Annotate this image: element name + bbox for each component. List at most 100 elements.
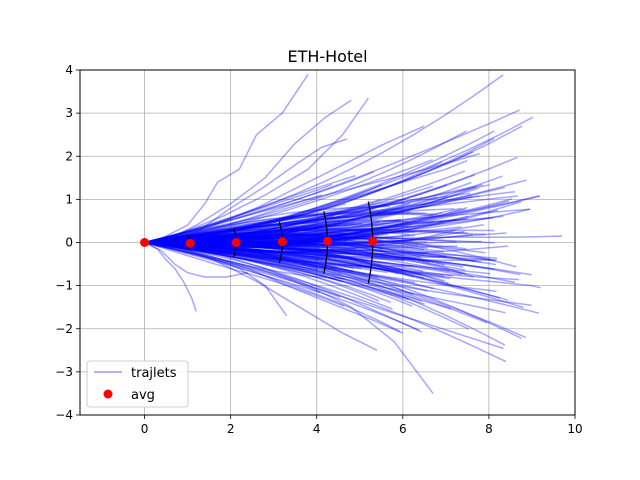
trajlet-line <box>144 241 354 272</box>
trajlet-line <box>144 187 479 244</box>
trajlet-line <box>144 241 386 258</box>
trajlet-line <box>144 240 450 272</box>
x-tick-label: 10 <box>567 422 582 436</box>
trajlet-line <box>144 241 342 276</box>
trajlet-line <box>144 236 342 247</box>
trajlet-line <box>144 241 249 278</box>
trajlet-line <box>144 240 464 268</box>
trajlet-line <box>144 218 468 244</box>
x-tick-label: 4 <box>313 422 321 436</box>
trajlet-line <box>144 241 449 285</box>
trajlet-line <box>144 234 382 244</box>
trajlet-line <box>144 241 288 317</box>
trajlet-line <box>144 241 401 333</box>
trajlet-line <box>144 207 402 244</box>
trajlet-line <box>144 237 474 278</box>
trajlet-line <box>144 210 387 244</box>
trajlet-line <box>144 241 389 274</box>
trajlet-line <box>144 232 428 250</box>
trajlet-line <box>144 224 330 244</box>
trajlet-line <box>144 195 480 244</box>
trajlet-line <box>144 184 483 244</box>
legend: trajlets avg <box>86 360 189 408</box>
trajlet-line <box>144 194 322 244</box>
y-tick-label: 3 <box>65 106 73 120</box>
trajlet-line <box>144 99 352 244</box>
trajlet-line <box>144 237 467 275</box>
trajlet-line <box>144 241 318 269</box>
trajlet-line <box>144 109 521 244</box>
trajlet-line <box>144 241 495 271</box>
trajlet-line <box>144 185 477 244</box>
trajlet-line <box>144 241 452 310</box>
trajlet-line <box>144 241 409 301</box>
trajlet-line <box>144 241 414 267</box>
trajlet-line <box>144 219 400 244</box>
trajlet-line <box>144 208 455 244</box>
trajlet-line <box>144 240 482 248</box>
trajlet-line <box>144 236 373 247</box>
avg-point <box>185 238 195 248</box>
trajlet-line <box>144 230 465 248</box>
trajlet-line <box>144 161 443 244</box>
trajlet-line <box>144 195 518 244</box>
trajlet-line <box>144 195 540 244</box>
trajlet-line <box>144 151 474 244</box>
trajlet-line <box>144 241 519 281</box>
avg-points <box>140 236 378 248</box>
trajlet-line <box>144 212 434 244</box>
avg-point <box>231 238 241 247</box>
trajlet-line <box>144 202 347 244</box>
trajlet-line <box>144 241 425 305</box>
trajlet-line <box>144 241 447 259</box>
y-tick-label: 1 <box>65 192 73 206</box>
trajlet-line <box>144 239 357 250</box>
trajlet-line <box>144 234 457 244</box>
trajlet-line <box>144 241 319 262</box>
x-tick-label: 2 <box>227 422 235 436</box>
trajlet-line <box>144 241 470 330</box>
trajlet-line <box>144 241 343 283</box>
trajlet-line <box>144 208 530 244</box>
trajlet-line <box>144 241 422 276</box>
axis-ticks: 0 2 4 6 8 10 −4 −3 −2 −1 0 1 2 3 4 <box>55 63 582 436</box>
trajlet-line <box>144 233 371 246</box>
trajlet-line <box>144 183 333 244</box>
trajlet-line <box>144 158 433 244</box>
chart-title: ETH-Hotel <box>287 47 367 66</box>
trajlet-line <box>144 195 473 244</box>
trajlet-line <box>144 241 541 289</box>
y-tick-label: −1 <box>55 279 73 293</box>
trajlet-line <box>144 229 368 245</box>
trajlet-line <box>144 241 488 324</box>
trajlet-line <box>144 217 360 244</box>
y-tick-label: −2 <box>55 322 73 336</box>
trajlet-line <box>144 235 348 244</box>
trajlet-line <box>144 74 504 244</box>
trajlet-line <box>144 237 445 266</box>
trajlet-line <box>144 125 425 244</box>
trajlet-line <box>144 125 523 244</box>
trajlet-line <box>144 241 319 249</box>
trajlet-line <box>144 73 309 244</box>
trajlet-line <box>144 223 340 244</box>
trajlet-line <box>144 209 498 247</box>
trajlet-line <box>144 240 497 266</box>
trajlet-line <box>144 116 534 244</box>
trajlet-line <box>144 234 374 244</box>
trajlet-line <box>144 205 390 244</box>
trajlet-line <box>144 130 495 244</box>
trajlet-line <box>144 190 515 244</box>
trajlet-line <box>144 215 504 244</box>
avg-point <box>323 236 332 246</box>
trajlet-line <box>144 206 468 245</box>
trajlet-line <box>144 203 386 244</box>
trajlet-line <box>144 211 438 244</box>
trajlet-line <box>144 229 486 244</box>
trajlet-line <box>144 234 467 250</box>
trajlet-line <box>144 233 385 246</box>
trajlet-line <box>144 241 379 278</box>
trajlet-line <box>144 171 375 244</box>
trajlet-line <box>144 218 457 244</box>
trajlet-line <box>144 97 370 244</box>
